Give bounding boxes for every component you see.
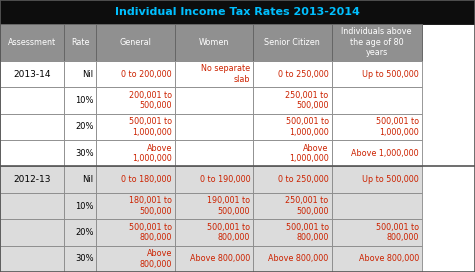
Bar [96,87,175,114]
Bar [64,166,96,193]
Text: Up to 500,000: Up to 500,000 [362,70,419,79]
Bar [332,140,422,166]
Text: 0 to 250,000: 0 to 250,000 [278,70,329,79]
Text: 190,001 to
500,000: 190,001 to 500,000 [207,196,250,216]
Text: 2013-14: 2013-14 [13,70,51,79]
Text: 500,001 to
1,000,000: 500,001 to 1,000,000 [376,117,419,137]
Text: Individuals above
the age of 80
years: Individuals above the age of 80 years [342,27,412,57]
Bar [332,114,422,140]
Text: Women: Women [199,38,229,47]
Bar [253,114,332,140]
Bar [64,219,96,246]
Bar [0,246,64,272]
Text: Assessment: Assessment [8,38,56,47]
Bar [0,0,475,23]
Bar [253,140,332,166]
Bar [175,140,253,166]
Bar [332,166,422,193]
Text: 0 to 250,000: 0 to 250,000 [278,175,329,184]
Bar [64,23,96,61]
Text: 500,001 to
1,000,000: 500,001 to 1,000,000 [285,117,329,137]
Text: Above 800,000: Above 800,000 [190,254,250,263]
Bar [64,114,96,140]
Text: 10%: 10% [75,202,94,211]
Text: Above
800,000: Above 800,000 [140,249,172,268]
Bar [0,166,64,193]
Bar [332,193,422,219]
Bar [253,193,332,219]
Bar [64,140,96,166]
Text: Above 1,000,000: Above 1,000,000 [352,149,419,158]
Bar [0,140,64,166]
Text: 20%: 20% [75,228,94,237]
Bar [0,219,64,246]
Text: 30%: 30% [75,149,94,158]
Bar [332,61,422,87]
Bar [332,23,422,61]
Bar [332,87,422,114]
Bar [175,193,253,219]
Bar [175,23,253,61]
Bar [96,246,175,272]
Bar [96,61,175,87]
Text: General: General [120,38,152,47]
Bar [253,219,332,246]
Text: Above 800,000: Above 800,000 [268,254,329,263]
Text: Up to 500,000: Up to 500,000 [362,175,419,184]
Bar [0,193,64,219]
Bar [253,166,332,193]
Text: 500,001 to
1,000,000: 500,001 to 1,000,000 [129,117,172,137]
Text: 180,001 to
500,000: 180,001 to 500,000 [129,196,172,216]
Bar [253,23,332,61]
Text: Rate: Rate [71,38,89,47]
Bar [96,193,175,219]
Bar [253,246,332,272]
Text: 20%: 20% [75,122,94,131]
Bar [0,114,64,140]
Text: Above
1,000,000: Above 1,000,000 [132,144,172,163]
Text: Senior Citizen: Senior Citizen [265,38,320,47]
Text: 500,001 to
800,000: 500,001 to 800,000 [376,223,419,242]
Text: Individual Income Tax Rates 2013-2014: Individual Income Tax Rates 2013-2014 [115,7,360,17]
Text: 500,001 to
800,000: 500,001 to 800,000 [129,223,172,242]
Text: 30%: 30% [75,254,94,263]
Bar [175,87,253,114]
Bar [0,87,64,114]
Bar [175,246,253,272]
Text: 0 to 180,000: 0 to 180,000 [122,175,172,184]
Bar [64,193,96,219]
Text: 0 to 190,000: 0 to 190,000 [200,175,250,184]
Text: Above
1,000,000: Above 1,000,000 [289,144,329,163]
Text: 500,001 to
800,000: 500,001 to 800,000 [285,223,329,242]
Text: 500,001 to
800,000: 500,001 to 800,000 [207,223,250,242]
Text: Nil: Nil [83,70,94,79]
Bar [64,246,96,272]
Bar [175,166,253,193]
Bar [96,140,175,166]
Text: 200,001 to
500,000: 200,001 to 500,000 [129,91,172,110]
Text: 10%: 10% [75,96,94,105]
Bar [0,23,64,61]
Bar [96,114,175,140]
Bar [64,87,96,114]
Bar [175,61,253,87]
Bar [0,61,64,87]
Bar [253,87,332,114]
Text: 250,001 to
500,000: 250,001 to 500,000 [285,91,329,110]
Bar [64,61,96,87]
Bar [332,219,422,246]
Text: Above 800,000: Above 800,000 [359,254,419,263]
Bar [332,246,422,272]
Bar [96,23,175,61]
Text: Nil: Nil [83,175,94,184]
Text: 250,001 to
500,000: 250,001 to 500,000 [285,196,329,216]
Text: No separate
slab: No separate slab [201,64,250,84]
Text: 0 to 200,000: 0 to 200,000 [121,70,172,79]
Bar [175,114,253,140]
Bar [96,166,175,193]
Bar [175,219,253,246]
Bar [96,219,175,246]
Bar [253,61,332,87]
Text: 2012-13: 2012-13 [13,175,51,184]
